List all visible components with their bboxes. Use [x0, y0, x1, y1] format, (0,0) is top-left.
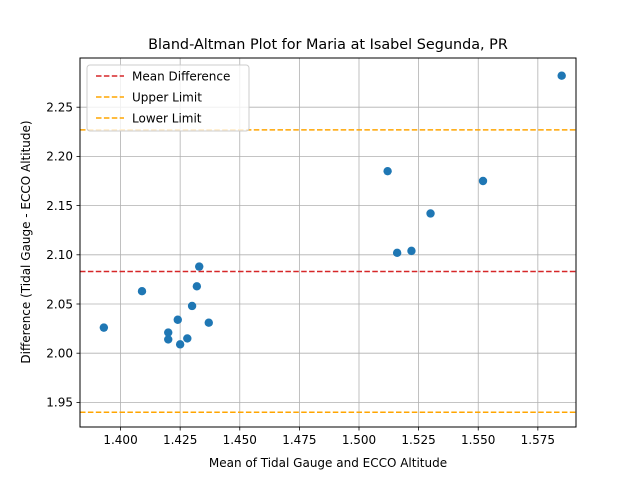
- x-tick-label: 1.425: [163, 433, 197, 447]
- y-tick-label: 2.10: [46, 248, 73, 262]
- data-point: [164, 328, 173, 337]
- data-point: [392, 248, 402, 258]
- y-axis-label: Difference (Tidal Gauge - ECCO Altitude): [19, 120, 33, 363]
- data-point: [195, 262, 204, 271]
- data-point: [204, 318, 213, 327]
- data-point: [407, 246, 416, 256]
- legend-label-upper-limit: Upper Limit: [132, 91, 202, 105]
- x-tick-label: 1.475: [282, 433, 316, 447]
- data-point: [383, 166, 392, 176]
- chart-title: Bland-Altman Plot for Maria at Isabel Se…: [148, 37, 508, 53]
- x-tick-label: 1.525: [401, 433, 435, 447]
- data-point: [192, 282, 202, 291]
- x-axis-label: Mean of Tidal Gauge and ECCO Altitude: [209, 456, 447, 470]
- legend: Mean Difference Upper Limit Lower Limit: [86, 64, 250, 132]
- y-tick-label: 2.00: [46, 347, 73, 361]
- y-tick-label: 2.25: [46, 101, 73, 115]
- y-axis-ticks: 1.95 2.00 2.05 2.10 2.15 2.20 2.25: [46, 101, 80, 410]
- y-tick-label: 1.95: [46, 396, 73, 410]
- legend-label-mean-difference: Mean Difference: [132, 70, 230, 84]
- x-axis-ticks: 1.400 1.425 1.450 1.475 1.500 1.525 1.550 1.575: [103, 427, 555, 447]
- y-tick-label: 2.15: [46, 199, 73, 213]
- plot-frame: [79, 57, 577, 428]
- x-tick-label: 1.550: [461, 433, 495, 447]
- scatter-points: [99, 71, 566, 349]
- data-point: [173, 315, 182, 324]
- data-point: [99, 323, 109, 332]
- legend-label-lower-limit: Lower Limit: [132, 112, 202, 126]
- y-tick-label: 2.05: [46, 297, 73, 311]
- x-tick-label: 1.575: [521, 433, 555, 447]
- data-point: [426, 209, 435, 218]
- data-point: [557, 71, 566, 80]
- data-point: [164, 335, 173, 344]
- data-point: [478, 176, 488, 186]
- x-tick-label: 1.450: [223, 433, 257, 447]
- x-tick-label: 1.500: [342, 433, 376, 447]
- data-point: [137, 287, 147, 296]
- y-tick-label: 2.20: [46, 150, 73, 164]
- legend-frame: [86, 64, 250, 132]
- x-tick-label: 1.400: [103, 433, 137, 447]
- data-point: [183, 334, 192, 343]
- data-point: [187, 301, 197, 311]
- data-point: [175, 340, 185, 349]
